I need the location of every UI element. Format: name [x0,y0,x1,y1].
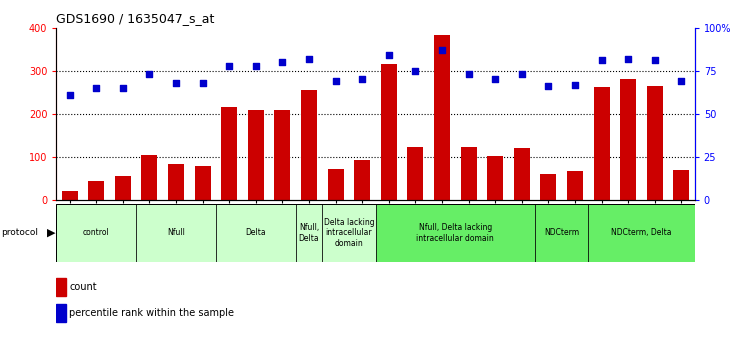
Bar [588,204,695,262]
Point [223,63,235,68]
Text: protocol: protocol [2,228,38,237]
Point [542,83,554,89]
Bar [541,174,556,200]
Point [436,47,448,53]
Bar [115,176,131,200]
Bar [487,156,503,200]
Bar [89,181,104,200]
Bar [381,64,397,200]
Point [649,58,661,63]
Bar [62,191,77,200]
Text: NDCterm, Delta: NDCterm, Delta [611,228,671,237]
Point [622,56,634,61]
Text: Nfull: Nfull [167,228,185,237]
Text: GDS1690 / 1635047_s_at: GDS1690 / 1635047_s_at [56,12,215,25]
Point [516,71,528,77]
Bar [301,90,317,200]
Bar [274,110,291,200]
Text: Nfull, Delta lacking
intracellular domain: Nfull, Delta lacking intracellular domai… [416,223,494,243]
Bar [620,79,636,200]
Bar [593,87,610,200]
Point [409,68,421,73]
Bar [168,164,184,200]
Bar [376,204,535,262]
Text: control: control [83,228,110,237]
Point [596,58,608,63]
Bar [434,35,450,200]
Bar [56,204,136,262]
Point [356,77,368,82]
Bar [296,204,322,262]
Bar [535,204,588,262]
Text: Delta: Delta [246,228,266,237]
Point [330,78,342,84]
Bar [248,110,264,200]
Text: percentile rank within the sample: percentile rank within the sample [70,308,234,318]
Bar [327,169,344,200]
Point [250,63,262,68]
Point [143,71,155,77]
Text: count: count [70,282,97,292]
Point [463,71,475,77]
Text: Nfull,
Delta: Nfull, Delta [299,223,319,243]
Point [64,92,76,98]
Bar [408,147,424,200]
Point [383,52,395,58]
Bar [216,204,296,262]
Bar [674,170,689,200]
Bar [354,160,370,200]
Bar [567,171,583,200]
Point [569,82,581,87]
Point [303,56,315,61]
Text: NDCterm: NDCterm [544,228,579,237]
Point [90,85,102,91]
Bar [647,86,663,200]
Bar [136,204,216,262]
Text: Delta lacking
intracellular
domain: Delta lacking intracellular domain [324,218,374,248]
Bar [222,107,237,200]
Point [489,77,501,82]
Point [197,80,209,86]
Point [276,59,288,65]
Bar [514,148,529,200]
Point [170,80,182,86]
Bar [56,278,66,296]
Point [675,78,687,84]
Bar [56,304,66,322]
Bar [322,204,376,262]
Text: ▶: ▶ [47,228,55,238]
Bar [460,148,477,200]
Bar [141,155,158,200]
Point [117,85,129,91]
Bar [195,166,210,200]
